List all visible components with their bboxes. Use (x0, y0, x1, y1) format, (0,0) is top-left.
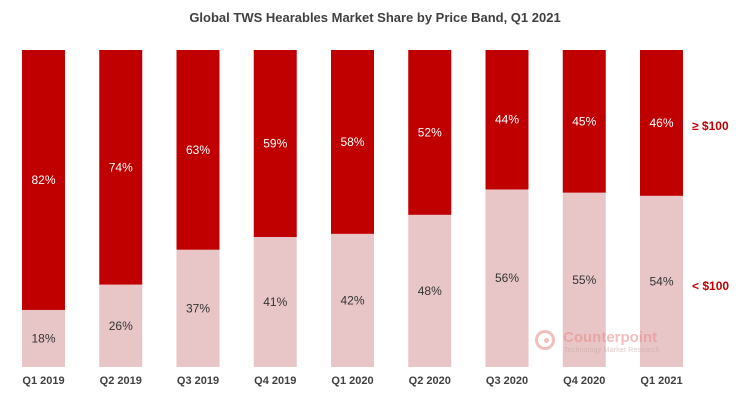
label-low-price-q2-2020: 48% (418, 284, 442, 298)
bar-low-price-q4-2019 (253, 237, 297, 367)
label-high-price-q1-2019: 82% (31, 173, 55, 187)
label-low-price-q3-2019: 37% (186, 301, 210, 315)
label-low-price-q4-2020: 55% (572, 273, 596, 287)
label-low-price-q1-2020: 42% (340, 293, 364, 307)
bar-low-price-q3-2019 (176, 249, 220, 367)
x-tick-q4-2019: Q4 2019 (254, 375, 296, 387)
label-low-price-q2-2019: 26% (109, 319, 133, 333)
data-labels-layer: 18% 82% 26% 74% 37% 63% 41% 59% 42% 58% 48% 52% 56% 4… (31, 113, 673, 346)
label-low-price-q1-2019: 18% (31, 331, 55, 345)
bar-high-price-q2-2019 (99, 50, 143, 285)
bar-low-price-q1-2021 (640, 195, 683, 367)
x-tick-q3-2019: Q3 2019 (177, 375, 219, 387)
watermark-name: Counterpoint (563, 329, 658, 346)
label-high-price-q1-2021: 46% (649, 116, 673, 130)
x-tick-q1-2020: Q1 2020 (331, 375, 373, 387)
bar-high-price-q1-2019 (22, 50, 65, 310)
bar-high-price-q1-2021 (640, 50, 683, 196)
label-high-price-q3-2020: 44% (495, 113, 519, 127)
label-low-price-q1-2021: 54% (649, 274, 673, 288)
x-tick-q1-2019: Q1 2019 (22, 375, 64, 387)
watermark-tagline: Technology Market Research (564, 347, 660, 354)
label-high-price-q4-2019: 59% (263, 137, 287, 151)
label-low-price-q3-2020: 56% (495, 271, 519, 285)
bar-low-price-q2-2020 (408, 214, 452, 367)
x-tick-q1-2021: Q1 2021 (640, 375, 682, 387)
chart-title: Global TWS Hearables Market Share by Pri… (189, 10, 561, 25)
bar-low-price-q4-2020 (562, 192, 606, 367)
label-high-price-q2-2019: 74% (109, 160, 133, 174)
bar-low-price-q2-2019 (99, 284, 143, 367)
label-low-price-q4-2019: 41% (263, 295, 287, 309)
bar-high-price-q3-2020 (485, 50, 529, 190)
label-high-price-q2-2020: 52% (418, 125, 442, 139)
bar-low-price-q3-2020 (485, 189, 529, 367)
x-axis: Q1 2019 Q2 2019 Q3 2019 Q4 2019 Q1 2020 Q2 20… (22, 375, 682, 387)
legend-high-price: ≥ $100 (692, 119, 729, 133)
bars-layer (22, 50, 683, 367)
x-tick-q4-2020: Q4 2020 (563, 375, 605, 387)
legend-low-price: < $100 (692, 279, 730, 293)
counterpoint-logo-icon (535, 330, 555, 350)
label-high-price-q3-2019: 63% (186, 143, 210, 157)
x-tick-q3-2020: Q3 2020 (486, 375, 528, 387)
label-high-price-q4-2020: 45% (572, 114, 596, 128)
bar-high-price-q4-2020 (562, 50, 606, 193)
bar-high-price-q1-2020 (331, 50, 374, 234)
bar-high-price-q2-2020 (408, 50, 452, 215)
bar-low-price-q1-2020 (331, 233, 374, 367)
label-high-price-q1-2020: 58% (340, 135, 364, 149)
bar-high-price-q4-2019 (253, 50, 297, 238)
x-tick-q2-2019: Q2 2019 (100, 375, 142, 387)
bar-low-price-q1-2019 (22, 309, 65, 367)
bar-high-price-q3-2019 (176, 50, 220, 250)
x-tick-q2-2020: Q2 2020 (409, 375, 451, 387)
